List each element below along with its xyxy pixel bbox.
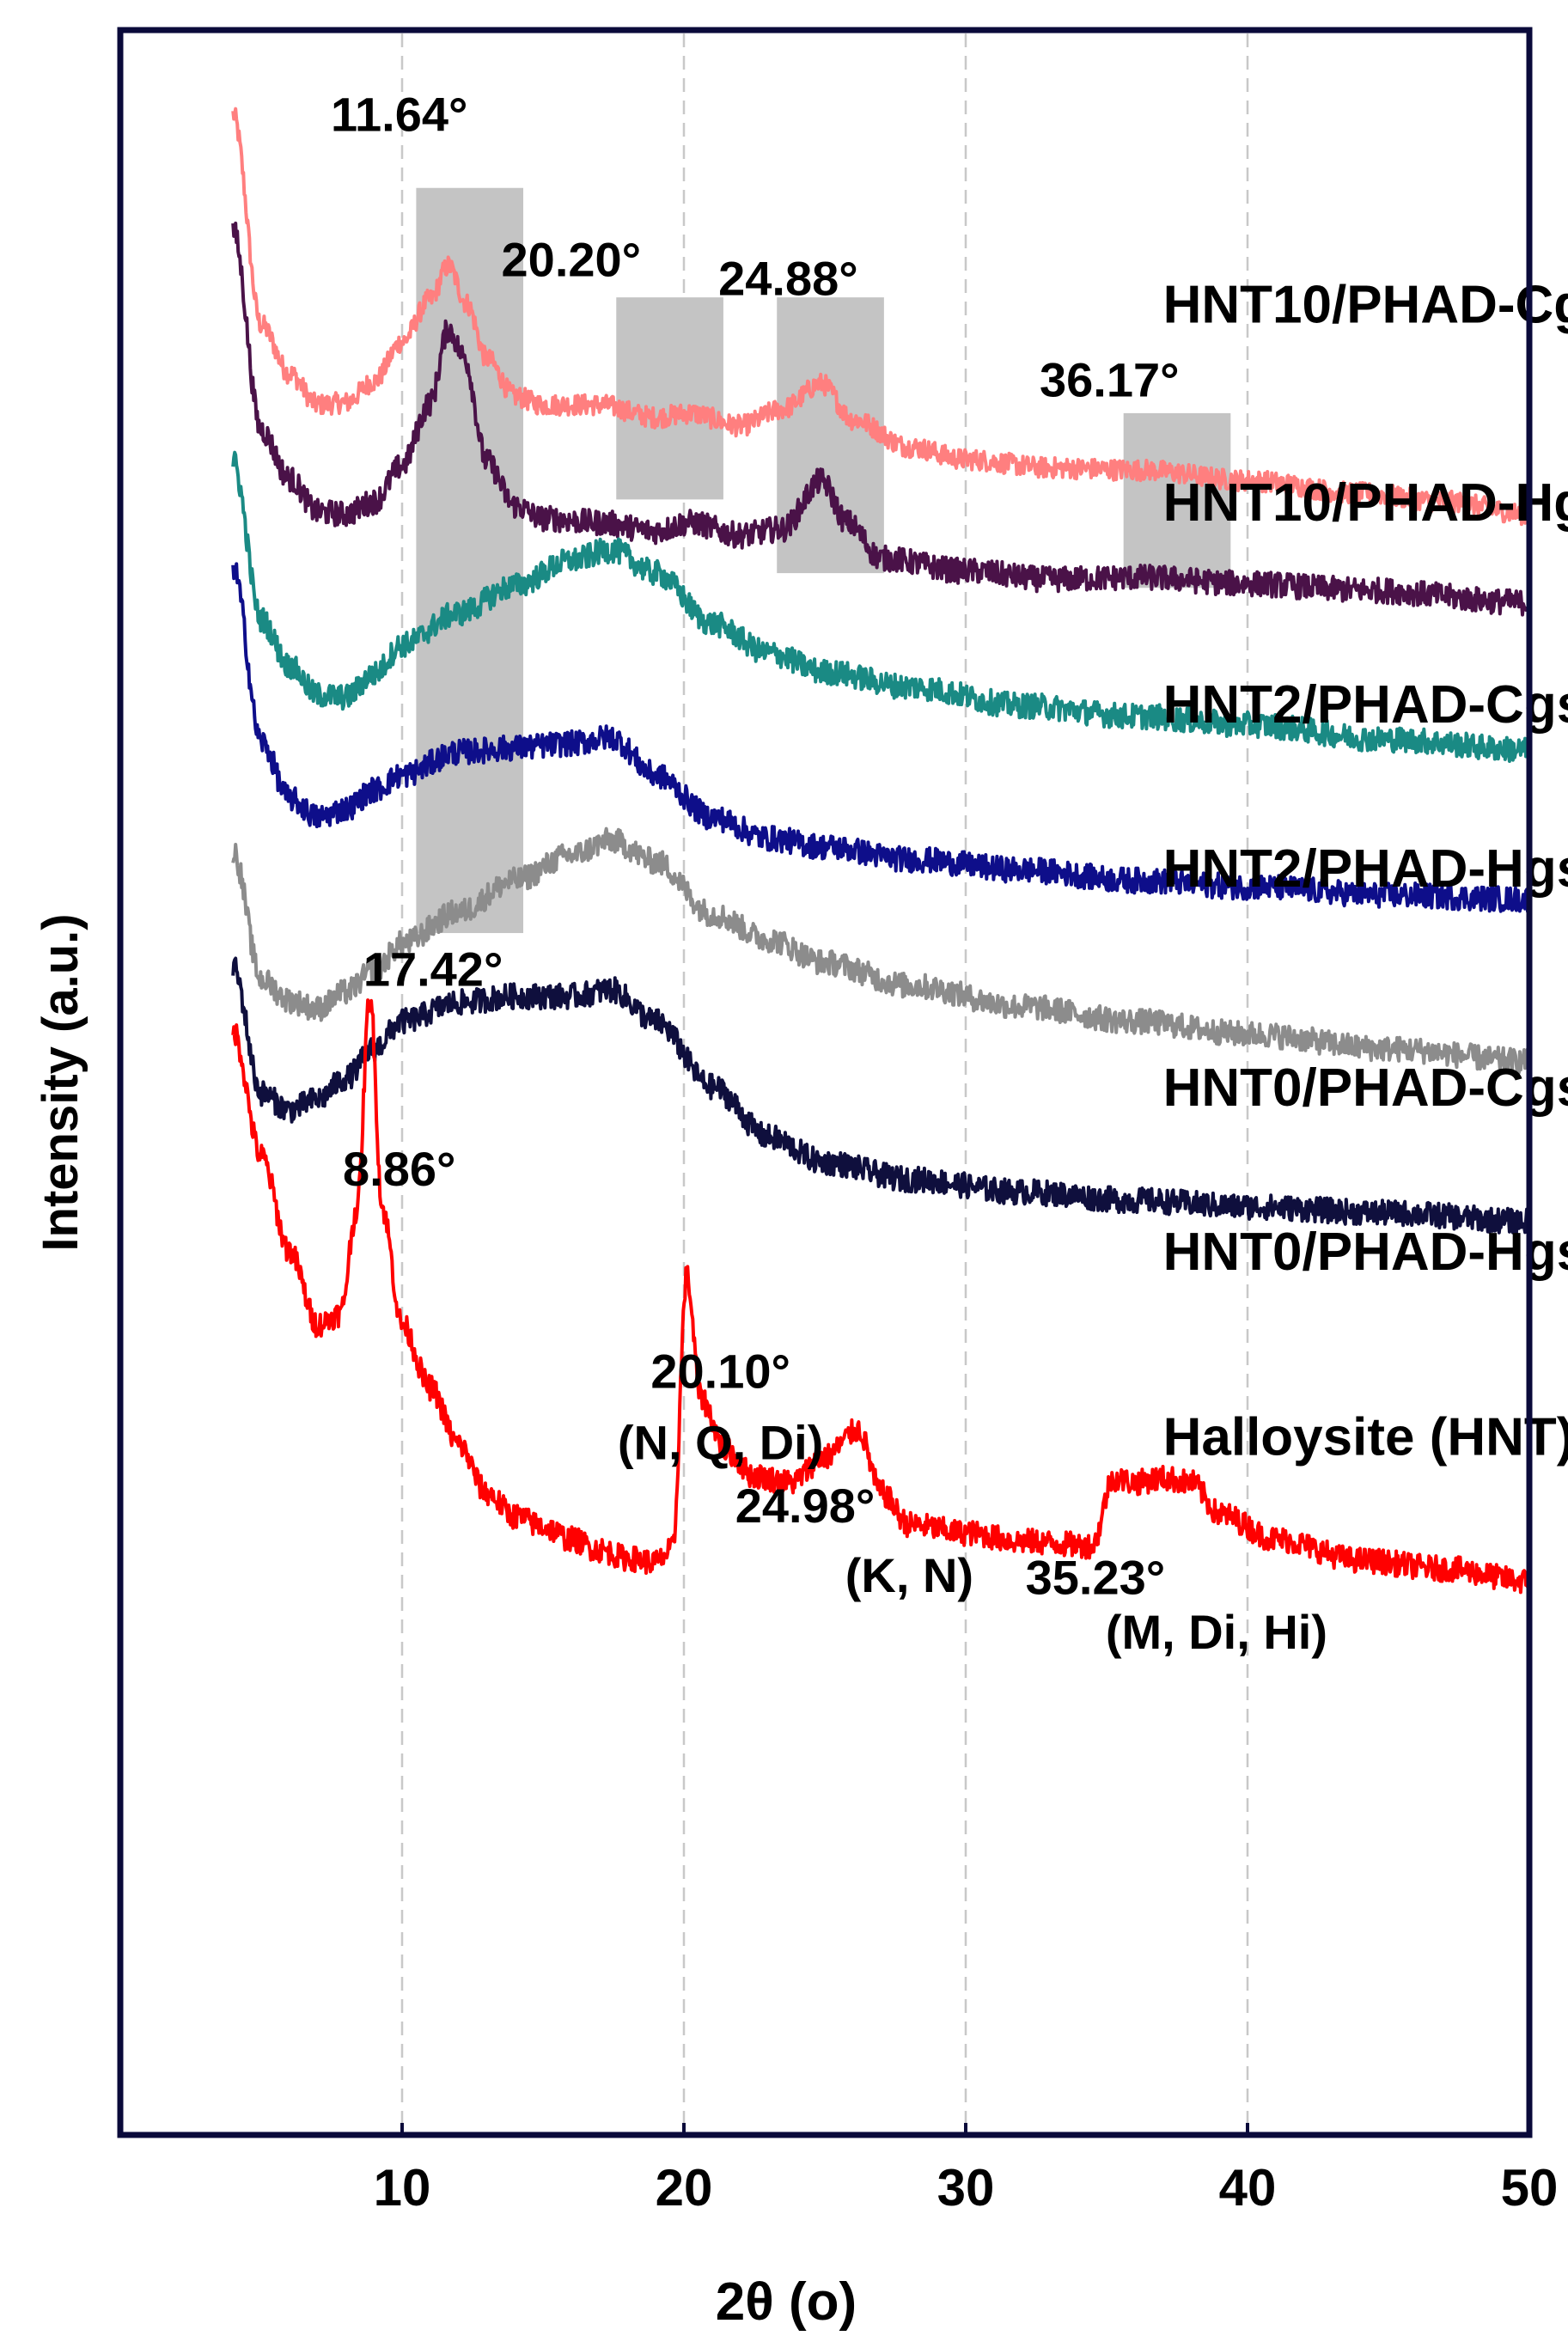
series-label-2: HNT10/PHAD-Hgs: [1163, 473, 1568, 533]
x-axis-label: 2θ (o): [716, 2272, 857, 2332]
series-line-5: [231, 826, 1531, 1076]
peak-annotations: 11.64° 20.20° 24.88° 36.17° 17.42° 8.86° 20.10…: [331, 88, 1327, 1659]
peak-annotation-3: 24.88°: [718, 252, 858, 306]
highlight-band-2: [616, 297, 723, 500]
peak-annotation-4: 36.17°: [1040, 352, 1180, 406]
peak-annotation-10: (K, N): [845, 1548, 973, 1602]
series-line-1: [231, 107, 1531, 527]
series-labels: HNT10/PHAD-Cgs HNT10/PHAD-Hgs HNT2/PHAD-Cg…: [1163, 276, 1568, 1467]
peak-annotation-7: 20.10°: [650, 1344, 790, 1398]
series-lines: [231, 107, 1531, 1595]
peak-annotation-5: 17.42°: [363, 942, 503, 996]
peak-annotation-9: 24.98°: [735, 1479, 876, 1533]
series-line-2: [231, 221, 1531, 617]
series-label-5: HNT0/PHAD-Cgs: [1163, 1058, 1568, 1118]
series-line-6: [231, 956, 1531, 1235]
peak-annotation-12: (M, Di, Hi): [1106, 1605, 1327, 1659]
series-label-3: HNT2/PHAD-Cgs: [1163, 675, 1568, 735]
series-line-3: [231, 450, 1531, 763]
x-tick-label-30: 30: [937, 2159, 995, 2217]
x-tick-label-40: 40: [1219, 2159, 1277, 2217]
x-tick-label-10: 10: [374, 2159, 431, 2217]
highlight-band-3: [777, 297, 884, 574]
peak-annotation-1: 11.64°: [331, 88, 467, 142]
series-line-7: [231, 998, 1531, 1595]
series-line-4: [231, 562, 1531, 913]
grid-lines: [400, 34, 1249, 2131]
series-label-6: HNT0/PHAD-Hgs: [1163, 1223, 1568, 1282]
peak-annotation-2: 20.20°: [502, 233, 642, 287]
series-label-4: HNT2/PHAD-Hgs: [1163, 839, 1568, 899]
y-axis-label: Intensity (a.u.): [33, 913, 88, 1251]
peak-annotation-6: 8.86°: [343, 1142, 455, 1196]
x-tick-label-50: 50: [1501, 2159, 1559, 2217]
x-tick-labels: 10 20 30 40 50: [374, 2123, 1559, 2217]
series-label-1: HNT10/PHAD-Cgs: [1163, 276, 1568, 335]
plot-frame: [117, 27, 1533, 2138]
peak-annotation-8: (N, Q, Di): [618, 1416, 824, 1470]
x-tick-label-20: 20: [656, 2159, 713, 2217]
series-label-7: Halloysite (HNT): [1163, 1408, 1568, 1467]
peak-annotation-11: 35.23°: [1026, 1550, 1166, 1604]
highlight-band-4: [1123, 412, 1231, 589]
